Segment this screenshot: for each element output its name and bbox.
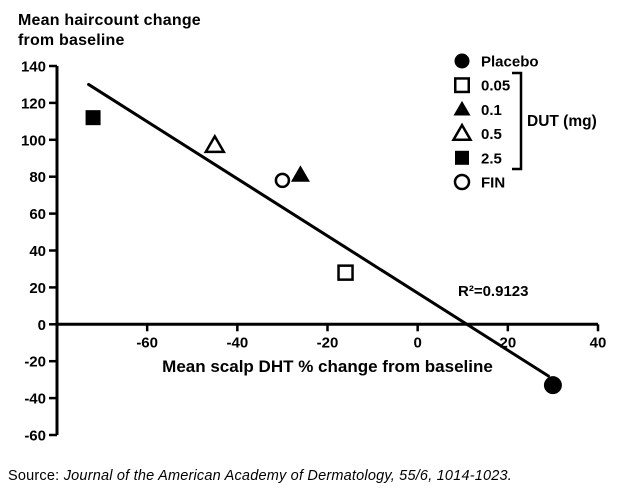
chart-title-line1: Mean haircount change bbox=[18, 12, 201, 29]
y-tick-label: -60 bbox=[24, 428, 46, 445]
legend-label-0-1: 0.1 bbox=[481, 102, 502, 119]
x-tick-label: 0 bbox=[413, 334, 421, 351]
data-point-0-05 bbox=[337, 264, 354, 281]
legend-marker-0-1 bbox=[453, 100, 471, 116]
chart-title-line2: from baseline bbox=[18, 32, 125, 49]
legend-label-0-05: 0.05 bbox=[481, 78, 510, 95]
y-tick-label: 100 bbox=[21, 132, 46, 149]
x-axis-label: Mean scalp DHT % change from baseline bbox=[162, 357, 493, 376]
legend-label-placebo: Placebo bbox=[481, 54, 539, 71]
legend-label-0-5: 0.5 bbox=[481, 126, 502, 143]
data-point-0-1 bbox=[290, 165, 310, 182]
source-journal: Journal of the American Academy of Derma… bbox=[63, 468, 513, 484]
legend-marker-2-5 bbox=[455, 150, 469, 165]
source-citation: Source: Journal of the American Academy o… bbox=[8, 468, 512, 484]
y-tick-label: 140 bbox=[21, 59, 46, 76]
x-tick-label: 40 bbox=[590, 334, 607, 351]
legend-marker-0-05 bbox=[454, 77, 470, 94]
data-point-placebo bbox=[543, 376, 562, 395]
y-tick-label: -40 bbox=[24, 391, 46, 408]
source-prefix: Source: bbox=[8, 468, 60, 484]
legend-label-fin: FIN bbox=[481, 175, 505, 192]
y-tick-label: 120 bbox=[21, 95, 46, 112]
y-tick-label: -20 bbox=[24, 354, 46, 371]
data-point-fin bbox=[274, 172, 291, 189]
x-tick-label: -60 bbox=[136, 334, 158, 351]
legend-label-2-5: 2.5 bbox=[481, 150, 502, 167]
chart-title: Mean haircount change from baseline bbox=[18, 11, 201, 51]
r-squared-annotation: R²=0.9123 bbox=[458, 283, 529, 300]
legend-marker-0-5 bbox=[451, 122, 473, 141]
y-tick-label: 20 bbox=[29, 280, 46, 297]
legend-marker-placebo bbox=[454, 53, 470, 69]
x-tick-label: -40 bbox=[226, 334, 248, 351]
legend-group-bracket bbox=[512, 71, 523, 171]
trend-line bbox=[87, 82, 550, 378]
y-tick-label: 60 bbox=[29, 206, 46, 223]
data-point-0-5 bbox=[203, 133, 226, 154]
data-point-2-5 bbox=[85, 110, 101, 126]
legend-group-label: DUT (mg) bbox=[527, 113, 597, 130]
legend-marker-fin bbox=[453, 173, 471, 191]
y-tick-label: 0 bbox=[38, 317, 46, 334]
y-tick-label: 80 bbox=[29, 169, 46, 186]
x-tick-label: -20 bbox=[317, 334, 339, 351]
y-tick-label: 40 bbox=[29, 243, 46, 260]
